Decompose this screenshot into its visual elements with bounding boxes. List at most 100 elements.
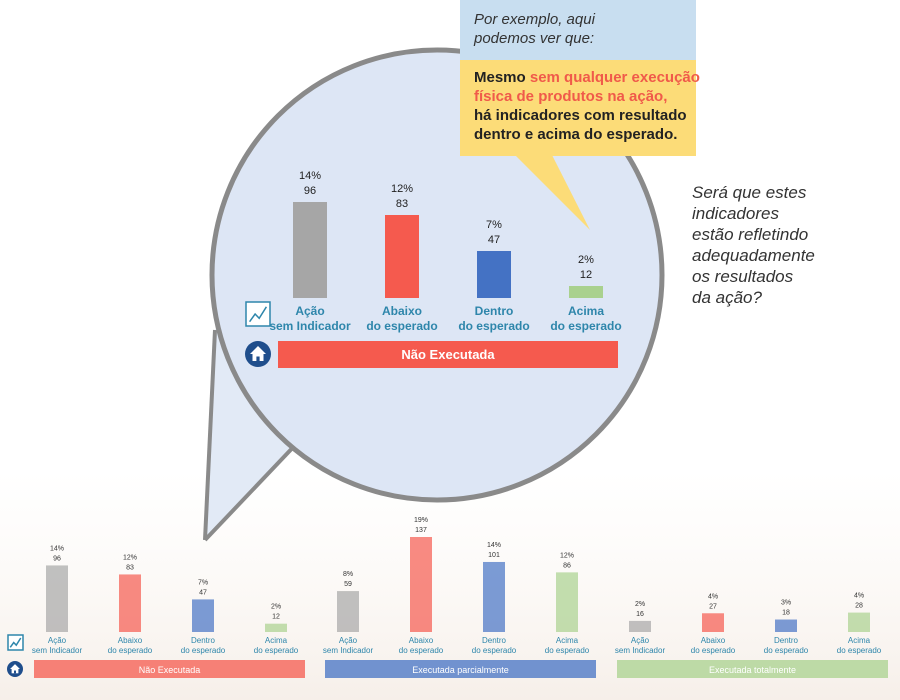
overview-percent-label: 19% [414, 517, 428, 524]
zoom-category-label: do esperado [366, 319, 437, 333]
question-line: adequadamente [692, 246, 815, 265]
magnifier-handle-edge [203, 329, 217, 541]
overview-category-label: do esperado [399, 646, 444, 655]
zoom-bar [293, 202, 327, 298]
overview-category-label: do esperado [764, 646, 809, 655]
icon-trend-line [9, 637, 22, 648]
overview-percent-label: 12% [123, 554, 137, 561]
overview-group-bar [34, 660, 305, 678]
callout-highlight-box: Mesmo sem qualquer execução física de pr… [460, 60, 700, 156]
overview-category-label: Abaixo [409, 636, 434, 645]
overview-group-label: Não Executada [139, 665, 201, 675]
overview-category-label: Dentro [774, 636, 799, 645]
zoom-category-label: Dentro [475, 304, 514, 318]
question-line: indicadores [692, 204, 779, 223]
overview-category-label: sem Indicador [323, 646, 374, 655]
overview-group-label: Executada totalmente [709, 665, 796, 675]
overview-bar [46, 565, 68, 632]
overview-category-label: do esperado [837, 646, 882, 655]
overview-bar [775, 619, 797, 632]
overview-percent-label: 4% [708, 593, 718, 600]
home-icon [245, 341, 271, 367]
callout-intro-line: Por exemplo, aqui [474, 11, 595, 28]
zoom-group-label: Não Executada [401, 347, 495, 362]
overview-category-label: do esperado [254, 646, 299, 655]
overview-category-label: sem Indicador [615, 646, 666, 655]
home-icon-door [14, 670, 16, 674]
magnifier-handle-edge [203, 438, 302, 542]
overview-percent-label: 2% [635, 601, 645, 608]
zoom-category-label: Abaixo [382, 304, 422, 318]
home-icon-door [256, 356, 260, 361]
overview-category-label: Acima [848, 636, 871, 645]
overview-category-label: do esperado [545, 646, 590, 655]
home-icon [7, 661, 23, 677]
overview-percent-label: 8% [343, 571, 353, 578]
overview-category-label: Ação [631, 636, 650, 645]
zoom-percent-label: 12% [391, 183, 413, 195]
overview-percent-label: 4% [854, 593, 864, 600]
home-icon-roof [10, 664, 20, 669]
overview-category-label: Acima [556, 636, 579, 645]
overview-value-label: 101 [488, 552, 500, 559]
icon-trend-line [248, 306, 268, 323]
overview-value-label: 86 [563, 562, 571, 569]
overview-category-label: Dentro [482, 636, 507, 645]
home-icon-roof [250, 346, 266, 354]
question-line: os resultados [692, 267, 794, 286]
overview-percent-label: 12% [560, 552, 574, 559]
overview-percent-label: 2% [271, 604, 281, 611]
overview-category-label: do esperado [181, 646, 226, 655]
callout-line: Mesmo sem qualquer execução [474, 69, 700, 86]
overview-bar [483, 561, 505, 632]
overview-value-label: 18 [782, 610, 790, 617]
callout-intro-box: Por exemplo, aqui podemos ver que: [460, 0, 696, 60]
overview-value-label: 28 [855, 603, 863, 610]
zoom-category-label: do esperado [458, 319, 529, 333]
line-chart-icon [7, 634, 24, 651]
overview-value-label: 83 [126, 564, 134, 571]
zoom-category-label: Ação [295, 304, 324, 318]
zoom-value-label: 12 [580, 269, 592, 281]
zoom-bar [385, 215, 419, 298]
callout-line: física de produtos na ação, [474, 88, 668, 105]
zoom-category-label: sem Indicador [269, 319, 351, 333]
question-line: Será que estes [692, 183, 807, 202]
overview-percent-label: 7% [198, 579, 208, 586]
overview-bar [702, 613, 724, 632]
overview-percent-label: 14% [50, 545, 64, 552]
overview-value-label: 12 [272, 614, 280, 621]
zoom-value-label: 47 [488, 234, 500, 246]
overview-value-label: 27 [709, 603, 717, 610]
callout-intro-line: podemos ver que: [474, 30, 595, 47]
overview-category-label: Ação [48, 636, 67, 645]
overview-bar [848, 612, 870, 632]
zoom-percent-label: 14% [299, 170, 321, 182]
overview-value-label: 96 [53, 555, 61, 562]
overview-category-label: sem Indicador [32, 646, 83, 655]
overview-percent-label: 3% [781, 600, 791, 607]
overview-category-label: do esperado [108, 646, 153, 655]
question-line: da ação? [692, 288, 762, 307]
zoom-percent-label: 7% [486, 219, 502, 231]
magnifier-lens [203, 47, 665, 542]
icon-frame [7, 634, 24, 651]
overview-percent-label: 14% [487, 542, 501, 549]
overview-group-label: Executada parcialmente [412, 665, 509, 675]
zoom-bar [569, 286, 603, 298]
question-line: estão refletindo [692, 225, 809, 244]
zoom-bar [477, 251, 511, 298]
overview-bar [119, 574, 141, 632]
zoom-value-label: 83 [396, 198, 408, 210]
zoom-category-label: Acima [568, 304, 604, 318]
icon-frame [245, 301, 271, 327]
overview-bar [337, 591, 359, 632]
reflection-question: Será que estes indicadores estão refleti… [692, 182, 892, 308]
overview-bar [556, 572, 578, 632]
overview-category-label: Abaixo [118, 636, 143, 645]
